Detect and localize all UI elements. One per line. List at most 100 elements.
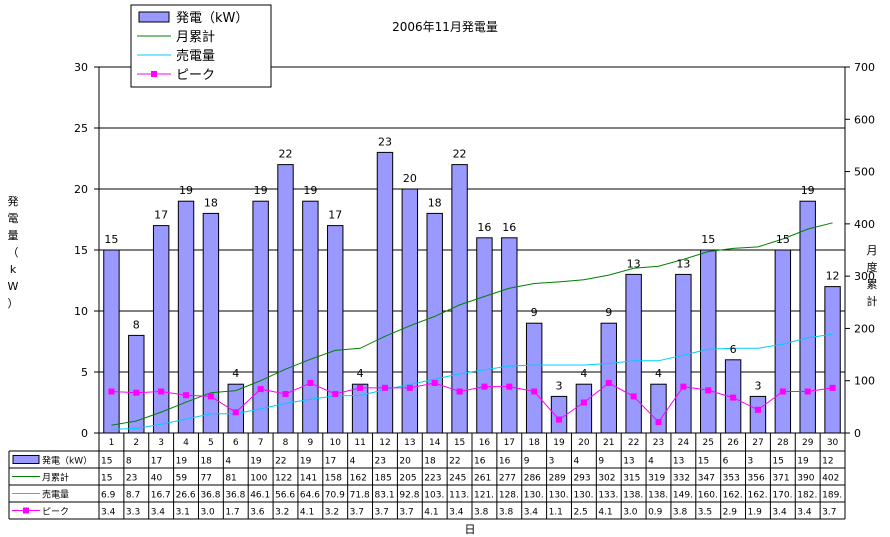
y-tick-label: 20 bbox=[74, 183, 88, 196]
peak-point bbox=[133, 389, 140, 396]
table-cell: 162. bbox=[748, 491, 768, 501]
y2-tick-label: 200 bbox=[854, 322, 875, 335]
table-category-label: 3 bbox=[158, 438, 164, 448]
bar-data-label: 20 bbox=[403, 172, 417, 185]
legend-entry: 売電量 bbox=[176, 48, 215, 64]
table-category-label: 25 bbox=[703, 438, 714, 448]
table-cell: 83.1 bbox=[375, 491, 395, 501]
bar bbox=[824, 286, 841, 434]
table-category-label: 14 bbox=[429, 438, 441, 448]
table-cell: 22 bbox=[449, 457, 460, 467]
peak-point bbox=[680, 383, 687, 390]
table-cell: 3.4 bbox=[797, 508, 812, 518]
peak-point bbox=[754, 406, 761, 413]
table-cell: 3.4 bbox=[524, 508, 539, 518]
table-cell: 138. bbox=[623, 491, 643, 501]
series-line bbox=[111, 333, 833, 430]
table-cell: 20 bbox=[399, 457, 411, 467]
bar bbox=[152, 225, 170, 434]
peak-point bbox=[282, 390, 289, 397]
table-cell: 4 bbox=[350, 457, 356, 467]
table-cell: 100 bbox=[250, 474, 267, 484]
peak-point bbox=[332, 390, 339, 397]
table-cell: 8.7 bbox=[126, 491, 140, 501]
table-cell: 3.1 bbox=[176, 508, 190, 518]
table-category-label: 18 bbox=[528, 438, 540, 448]
table-cell: 121. bbox=[474, 491, 494, 501]
y2-tick-label: 600 bbox=[854, 113, 875, 126]
table-cell: 103. bbox=[424, 491, 444, 501]
bar bbox=[550, 395, 568, 434]
y2-tick-label: 500 bbox=[854, 166, 875, 179]
table-category-label: 19 bbox=[553, 438, 565, 448]
bar bbox=[128, 334, 145, 434]
table-row-label: ピーク bbox=[42, 507, 69, 518]
bar-data-label: 19 bbox=[303, 184, 317, 197]
table-cell: 3.0 bbox=[200, 508, 215, 518]
table-cell: 1.1 bbox=[549, 508, 563, 518]
table-cell: 189. bbox=[822, 491, 842, 501]
table-cell: 12 bbox=[822, 457, 833, 467]
table-cell: 315 bbox=[623, 474, 640, 484]
table-cell: 23 bbox=[375, 457, 386, 467]
table-category-label: 16 bbox=[479, 438, 491, 448]
table-cell: 160. bbox=[698, 491, 718, 501]
table-cell: 356 bbox=[748, 474, 765, 484]
bar-data-label: 4 bbox=[357, 367, 364, 380]
bar-data-label: 17 bbox=[328, 209, 342, 222]
bar bbox=[525, 322, 543, 434]
y2-tick-label: 0 bbox=[854, 427, 861, 440]
table-cell: 319 bbox=[648, 474, 665, 484]
table-cell: 3.3 bbox=[126, 508, 140, 518]
table-cell: 182. bbox=[797, 491, 817, 501]
table-cell: 18 bbox=[424, 457, 436, 467]
table-cell: 15 bbox=[772, 457, 783, 467]
x-axis-label: 日 bbox=[465, 523, 476, 536]
table-cell: 13 bbox=[673, 457, 684, 467]
peak-point bbox=[307, 379, 314, 386]
peak-point bbox=[630, 393, 637, 400]
table-cell: 16 bbox=[474, 457, 486, 467]
peak-point bbox=[506, 383, 513, 390]
bar bbox=[799, 200, 816, 434]
table-cell: 13 bbox=[623, 457, 634, 467]
bar-data-label: 3 bbox=[754, 379, 761, 392]
table-category-label: 24 bbox=[678, 438, 690, 448]
peak-point bbox=[158, 388, 165, 395]
table-cell: 3.7 bbox=[399, 508, 413, 518]
bar-data-label: 4 bbox=[232, 367, 239, 380]
table-cell: 122 bbox=[275, 474, 292, 484]
table-cell: 3 bbox=[549, 457, 555, 467]
peak-point bbox=[481, 383, 488, 390]
table-cell: 158 bbox=[325, 474, 342, 484]
bar bbox=[774, 249, 792, 434]
series-line bbox=[111, 382, 833, 423]
peak-point bbox=[257, 386, 264, 393]
table-cell: 36.8 bbox=[200, 491, 220, 501]
bar-data-label: 9 bbox=[605, 306, 612, 319]
bar-data-labels: 15 8 17 19 18 4 19 22 19 17 4 23 20 18 22 16 16 9 3 4 9 13 4 13… bbox=[104, 135, 839, 392]
table-cell: 4.1 bbox=[300, 508, 314, 518]
y2-axis-label: 月度累計 bbox=[867, 244, 878, 308]
table-cell: 286 bbox=[524, 474, 541, 484]
table-category-label: 30 bbox=[827, 438, 839, 448]
table-cell: 332 bbox=[673, 474, 690, 484]
y2-tick-label: 400 bbox=[854, 218, 875, 231]
bar-data-label: 9 bbox=[531, 306, 538, 319]
bar bbox=[749, 395, 767, 434]
table-cell: 3.2 bbox=[325, 508, 339, 518]
peak-point bbox=[829, 384, 836, 391]
y2-tick-label: 100 bbox=[854, 375, 875, 388]
bar-data-label: 22 bbox=[453, 148, 467, 161]
bar bbox=[476, 237, 493, 434]
y2-tick-label: 300 bbox=[854, 270, 875, 283]
table-cell: 302 bbox=[598, 474, 615, 484]
table-cell: 1.9 bbox=[748, 508, 763, 518]
table-cell: 223 bbox=[424, 474, 441, 484]
peak-point bbox=[655, 419, 662, 426]
bar bbox=[401, 188, 419, 434]
table-category-label: 22 bbox=[628, 438, 639, 448]
table-cell: 3.8 bbox=[673, 508, 688, 518]
peak-point bbox=[406, 384, 413, 391]
